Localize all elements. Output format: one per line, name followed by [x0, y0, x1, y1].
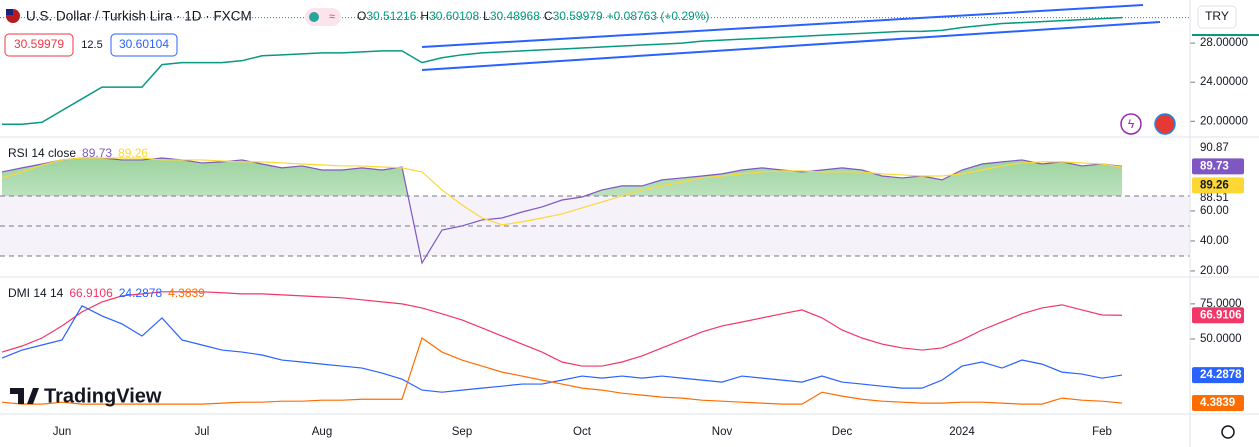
currency: TRY [1205, 9, 1229, 23]
value-badge [1192, 367, 1244, 384]
legend-value: 24.2878 [119, 286, 163, 300]
buy-button[interactable] [110, 33, 178, 57]
ohlc-legend: O30.51216 H30.60108 L30.48968 C30.59979 +0.0… [357, 9, 709, 23]
indicator-line [1, 337, 1123, 405]
lightning-button[interactable] [1120, 113, 1142, 135]
logo-mark [10, 388, 39, 404]
value-badge [1192, 307, 1244, 324]
value-badge-label: 66.9106 [1200, 309, 1242, 321]
price-line [2, 16, 1123, 125]
legend-value: 4.3839 [168, 286, 205, 300]
legend-value: 66.9106 [69, 286, 113, 300]
indicator-line [1, 157, 1123, 265]
value-badge-label: 89.73 [1200, 160, 1229, 172]
y-tick-label: 40.00 [1200, 235, 1229, 247]
sell-price: 30.59979 [14, 37, 64, 51]
value-badge-label: 89.26 [1200, 179, 1229, 191]
symbol-title: U.S. Dollar / Turkish Lira · 1D · FXCM [26, 9, 252, 24]
symbol-flag [6, 9, 13, 15]
indicator-line [1, 291, 1123, 367]
spread: 12.5 [81, 39, 102, 51]
value-badge [1192, 395, 1244, 412]
plot-layer [0, 16, 1195, 405]
sell-button[interactable] [4, 33, 74, 57]
y-tick-label: 24.00000 [1200, 76, 1248, 88]
x-tick-label: Dec [832, 426, 853, 438]
settings-button[interactable] [1221, 425, 1235, 439]
value-badge-label: 4.3839 [1200, 397, 1235, 409]
y-tick-label: 50.0000 [1200, 333, 1242, 345]
indicator-legend: DMI 14 14 66.9106 24.2878 4.3839 [8, 286, 205, 300]
indicator-title: RSI 14 close [8, 146, 76, 160]
currency-button[interactable] [1197, 5, 1237, 29]
lightning-icon: ϟ [1128, 117, 1135, 131]
market-status [309, 12, 319, 22]
x-tick-label: Feb [1092, 426, 1112, 438]
scale-note: 88.51 [1200, 192, 1229, 204]
indicator-title: DMI 14 14 [8, 286, 64, 300]
x-tick-label: 2024 [949, 426, 975, 438]
overbought-fill [2, 158, 1122, 196]
y-tick-label: 20.00 [1200, 265, 1229, 277]
channel-line [421, 4, 1144, 48]
y-tick-label: 75.0000 [1200, 298, 1242, 310]
x-tick-label: Sep [452, 426, 472, 438]
indicator-line [1, 157, 1123, 226]
x-tick-label: Jun [53, 426, 72, 438]
legend-value: 89.26 [118, 146, 148, 160]
x-tick-label: Oct [573, 426, 592, 438]
x-tick-label: Jul [195, 426, 210, 438]
overlay-layer: 20.00000 24.00000 28.00000 Jun Jul Aug Sep Oct N… [8, 37, 1248, 438]
delay-icon: ≈ [329, 11, 335, 23]
x-tick-label: Aug [312, 426, 332, 438]
buy-price: 30.60104 [119, 37, 169, 51]
logo-text: TradingView [44, 385, 162, 407]
indicator-legend: RSI 14 close 89.73 89.26 [8, 146, 148, 160]
legend-value: 89.73 [82, 146, 112, 160]
y-tick-label: 28.00000 [1200, 37, 1248, 49]
x-tick-label: Nov [712, 426, 733, 438]
value-badge [1192, 158, 1244, 175]
value-badge [1192, 177, 1244, 194]
scale-note: 90.87 [1200, 142, 1229, 154]
indicator-line [1, 305, 1123, 393]
y-tick-label: 60.00 [1200, 205, 1229, 217]
y-tick-label: 20.00000 [1200, 115, 1248, 127]
value-badge-label: 24.2878 [1200, 369, 1242, 381]
channel-line [421, 21, 1161, 71]
event-flag-button[interactable] [1154, 113, 1176, 135]
